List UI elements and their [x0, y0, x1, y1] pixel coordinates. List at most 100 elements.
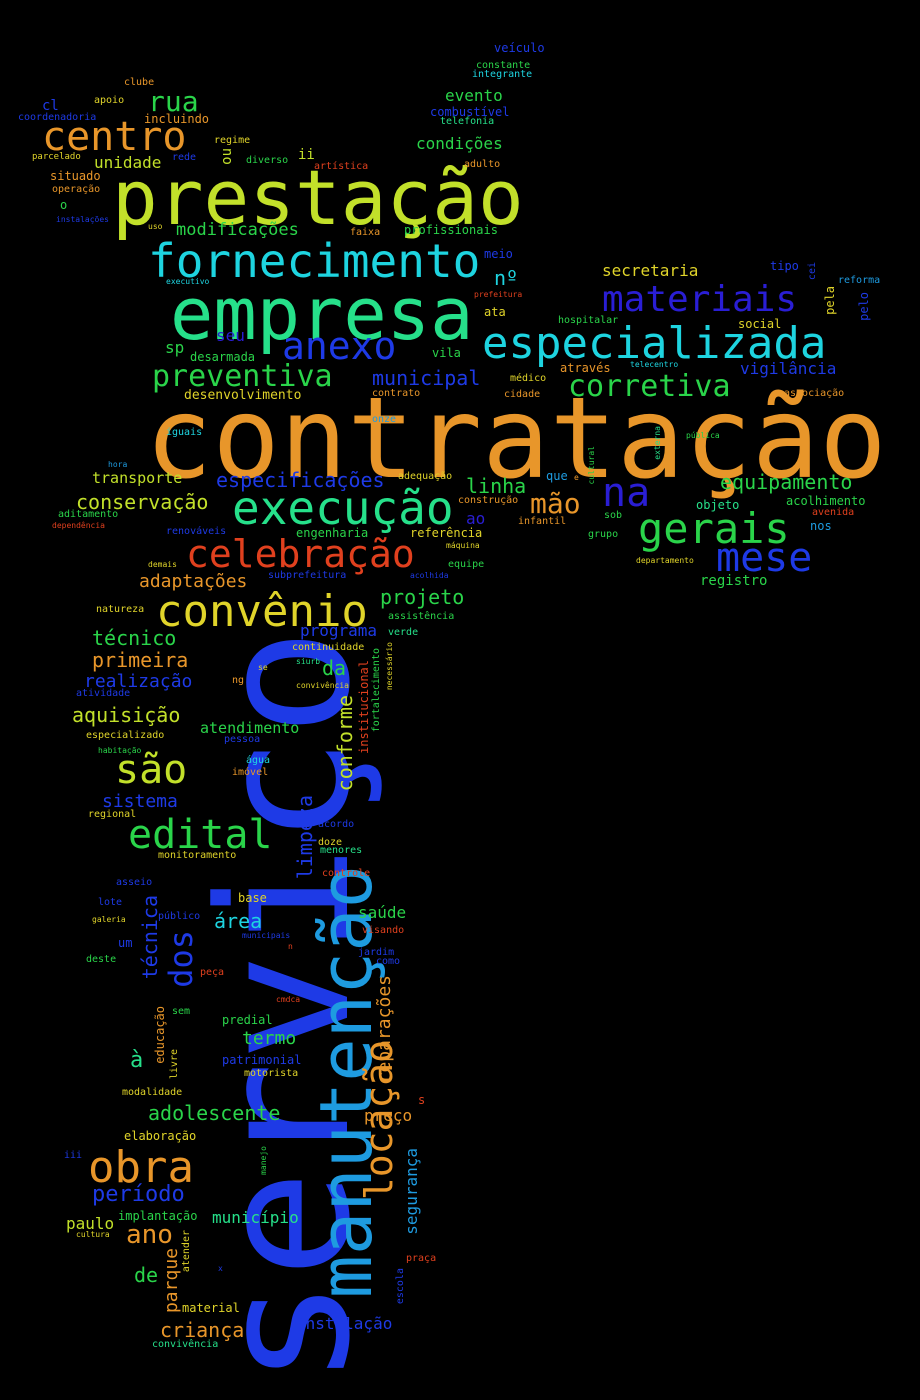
word: se: [258, 663, 268, 672]
word: infantil: [518, 516, 567, 527]
word: prefeitura: [474, 290, 523, 299]
word: de: [134, 1263, 159, 1287]
word: reparações: [374, 975, 395, 1084]
word: situado: [50, 169, 101, 183]
word: contratação: [145, 374, 887, 504]
word: peça: [200, 967, 225, 978]
word: instalação: [296, 1314, 393, 1333]
word: segurança: [402, 1148, 421, 1235]
word: executivo: [166, 277, 210, 286]
word: jardim: [358, 947, 395, 958]
word: equipamento: [720, 470, 853, 494]
word: ng: [232, 675, 245, 686]
word: praça: [406, 1253, 437, 1264]
word: conservação: [76, 490, 209, 514]
word: instalações: [56, 215, 109, 224]
word: mão: [530, 487, 581, 520]
word: fornecimento: [148, 234, 481, 288]
word: da: [322, 656, 347, 680]
word: visando: [362, 925, 405, 936]
word: convênio: [156, 586, 368, 637]
word: livre: [169, 1049, 180, 1080]
word: seu: [216, 326, 245, 345]
word: obra: [88, 1142, 194, 1193]
word: municipal: [372, 366, 481, 390]
word: o: [60, 198, 68, 212]
word: habitação: [98, 746, 142, 755]
word: programa: [300, 621, 378, 640]
word: vila: [432, 346, 461, 360]
word: parque: [161, 1248, 182, 1314]
word: município: [212, 1208, 299, 1227]
word: atividade: [76, 688, 131, 699]
word: hospitalar: [558, 315, 619, 326]
word: integrante: [472, 69, 533, 80]
word: desenvolvimento: [184, 388, 302, 403]
word: gerais: [638, 504, 790, 553]
word: especificações: [216, 468, 385, 492]
word: construção: [458, 495, 519, 506]
word: equipe: [448, 559, 485, 570]
word: s: [418, 1093, 426, 1107]
word: aditamento: [58, 509, 119, 520]
word: departamento: [636, 556, 694, 565]
word: através: [560, 361, 611, 375]
word: rede: [172, 152, 197, 163]
word: referência: [410, 526, 483, 540]
word: renováveis: [166, 526, 227, 537]
word: material: [182, 1301, 240, 1315]
word: linha: [466, 474, 527, 498]
word: na: [602, 470, 651, 516]
word: técnica: [138, 895, 162, 980]
word: convivência: [296, 681, 349, 690]
word: subprefeitura: [268, 570, 347, 581]
word: lote: [98, 897, 123, 908]
word: veículo: [494, 41, 545, 55]
word: unidade: [94, 153, 162, 172]
word: edital: [128, 812, 273, 858]
word: são: [115, 747, 188, 793]
word: e: [574, 473, 579, 482]
word: acordo: [318, 819, 355, 830]
word: hora: [108, 460, 128, 469]
word: ata: [484, 305, 506, 319]
word: monitoramento: [158, 850, 237, 861]
word: fortalecimento: [371, 648, 382, 733]
word: execução: [232, 481, 454, 535]
word: predial: [222, 1013, 273, 1027]
word: diverso: [246, 155, 289, 166]
word: especializado: [86, 730, 165, 741]
word: realização: [84, 671, 193, 692]
word: adulto: [464, 159, 501, 170]
word: modalidade: [122, 1087, 183, 1098]
word: municipais: [242, 931, 291, 940]
word: nos: [810, 519, 832, 533]
word: iguais: [166, 427, 203, 438]
word: patrimonial: [222, 1053, 302, 1067]
word: sem: [172, 1006, 191, 1017]
word: asseio: [116, 877, 153, 888]
word: atendimento: [200, 719, 300, 737]
word: celebração: [186, 532, 415, 576]
word: corretiva: [568, 369, 731, 404]
word: base: [238, 891, 267, 905]
word: público: [158, 911, 201, 922]
word: objeto: [696, 498, 740, 512]
word: centro: [42, 114, 187, 160]
word: materiais: [602, 279, 798, 320]
word: cultural: [587, 446, 596, 485]
word: vigilância: [740, 359, 837, 378]
word: dos: [162, 930, 200, 988]
word: natureza: [96, 604, 145, 615]
word: x: [218, 1264, 223, 1273]
word: telefonia: [440, 116, 495, 127]
word: contrato: [372, 388, 421, 399]
word: educação: [153, 1006, 167, 1064]
word: constante: [476, 60, 531, 71]
word: clube: [124, 77, 155, 88]
word: paulo: [66, 1214, 115, 1233]
word: verde: [388, 627, 419, 638]
word: cultura: [76, 1230, 110, 1239]
word: ano: [126, 1220, 173, 1250]
